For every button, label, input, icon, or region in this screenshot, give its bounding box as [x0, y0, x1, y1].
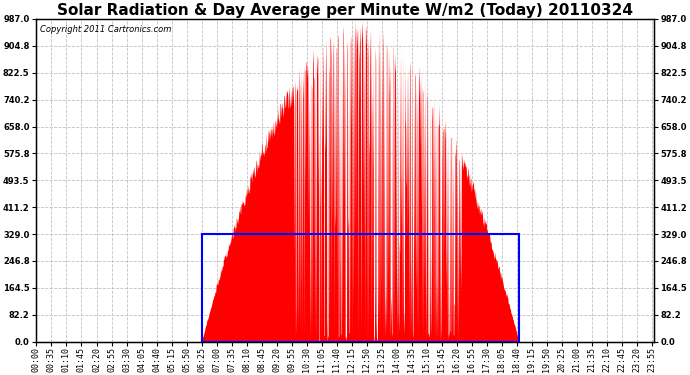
Title: Solar Radiation & Day Average per Minute W/m2 (Today) 20110324: Solar Radiation & Day Average per Minute… — [57, 3, 633, 18]
Bar — [201, 234, 519, 342]
Text: Copyright 2011 Cartronics.com: Copyright 2011 Cartronics.com — [39, 26, 171, 34]
